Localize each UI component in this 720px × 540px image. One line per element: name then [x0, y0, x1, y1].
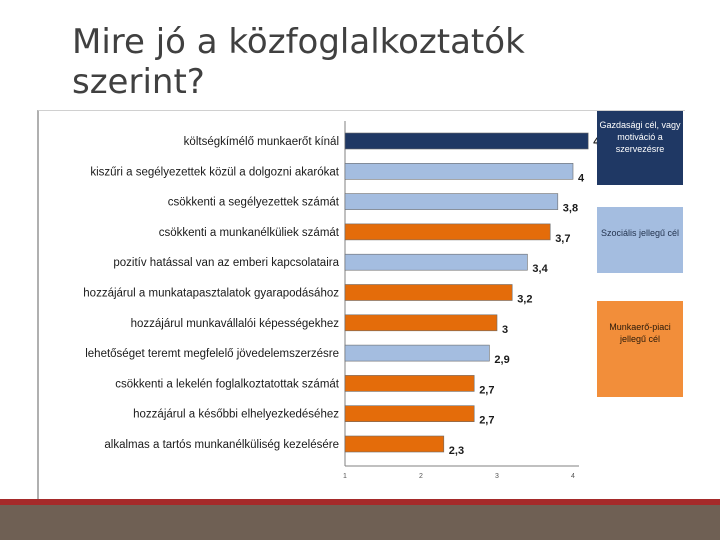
legend-social-label: Szociális jellegű cél	[600, 228, 680, 238]
value-label-5: 3,4	[532, 263, 548, 275]
footer-band	[0, 505, 720, 540]
category-label-7: hozzájárul munkavállalói képességekhez	[131, 318, 340, 330]
slide-title-line-2: szerint?	[72, 62, 205, 102]
category-label-8: lehetőséget teremt megfelelő jövedelemsz…	[85, 348, 339, 360]
legend-economic-label: Gazdasági cél, vagy motiváció a szervezé…	[599, 120, 681, 154]
bar-9	[344, 375, 475, 392]
value-label-2: 4	[578, 172, 585, 184]
slide-title-line-1: Mire jó a közfoglalkoztatók	[72, 22, 525, 62]
bar-5	[344, 253, 528, 271]
bar-2	[344, 162, 574, 180]
value-label-4: 3,7	[555, 233, 570, 245]
category-label-1: költségkímélő munkaerőt kínál	[184, 136, 339, 148]
category-label-6: hozzájárul a munkatapasztalatok gyarapod…	[83, 288, 339, 300]
category-label-5: pozitív hatással van az emberi kapcsolat…	[113, 257, 339, 269]
legend-labour-market-goal: Munkaerő-piaci jellegű cél	[597, 301, 683, 397]
category-label-3: csökkenti a segélyezettek számát	[168, 197, 340, 209]
value-label-10: 2,7	[479, 415, 494, 427]
value-label-8: 2,9	[494, 354, 509, 366]
legend-economic-goal: Gazdasági cél, vagy motiváció a szervezé…	[597, 111, 683, 185]
slide-title: Mire jó a közfoglalkoztatók szerint?	[72, 22, 632, 102]
footer-accent-line	[0, 499, 720, 505]
category-label-4: csökkenti a munkanélküliek számát	[159, 227, 340, 239]
bar-4	[344, 223, 551, 241]
bar-8	[344, 344, 490, 362]
bar-10	[344, 405, 475, 423]
category-label-10: hozzájárul a későbbi elhelyezkedéséhez	[133, 409, 339, 421]
x-tick-label-3: 3	[495, 473, 499, 480]
chart-frame: költségkímélő munkaerőt kínál4,2kiszűri …	[37, 110, 685, 507]
bar-6	[344, 284, 513, 301]
value-label-11: 2,3	[449, 445, 464, 457]
legend-labour-label: Munkaerő-piaci jellegű cél	[609, 322, 671, 344]
bar-chart: költségkímélő munkaerőt kínál4,2kiszűri …	[83, 121, 608, 480]
bar-11	[344, 435, 445, 453]
bar-3	[344, 193, 559, 210]
value-label-3: 3,8	[563, 203, 578, 215]
x-tick-label-2: 2	[419, 473, 423, 480]
x-tick-label-1: 1	[343, 473, 347, 480]
x-tick-label-4: 4	[571, 473, 575, 480]
category-label-2: kiszűri a segélyezettek közül a dolgozni…	[90, 166, 339, 178]
legend-social-goal: Szociális jellegű cél	[597, 207, 683, 273]
value-label-9: 2,7	[479, 384, 494, 396]
category-label-11: alkalmas a tartós munkanélküliség kezelé…	[104, 439, 339, 451]
value-label-7: 3	[502, 324, 508, 336]
value-label-6: 3,2	[517, 294, 532, 306]
category-label-9: csökkenti a lekelén foglalkoztatottak sz…	[115, 378, 340, 390]
bar-1	[344, 132, 589, 150]
bar-7	[344, 314, 498, 332]
